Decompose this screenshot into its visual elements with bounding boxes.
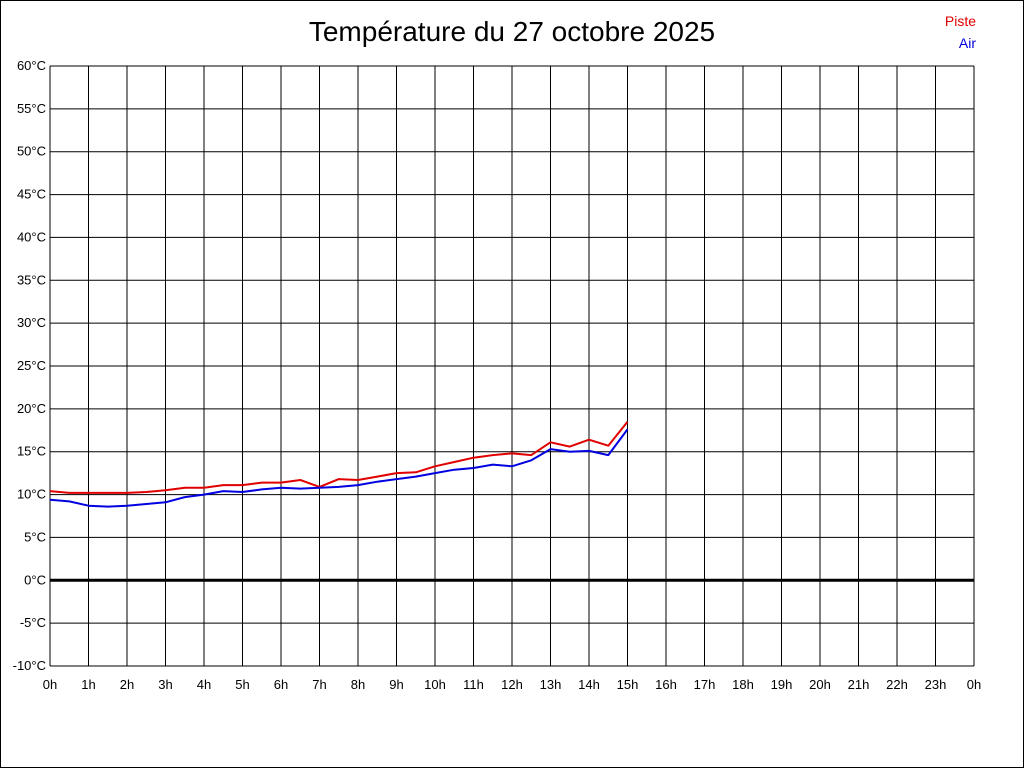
series-line-air bbox=[49, 428, 629, 508]
y-tick-label: 15°C bbox=[17, 444, 46, 459]
x-tick-label: 23h bbox=[925, 677, 947, 692]
x-tick-label: 20h bbox=[809, 677, 831, 692]
x-tick-label: 17h bbox=[694, 677, 716, 692]
tick-labels: -10°C -5°C 0°C 5°C 10°C 15°C 20°C 25°C 30°C 35°C 4… bbox=[13, 58, 982, 692]
legend-air: Air bbox=[958, 35, 976, 51]
x-tick-label: 16h bbox=[655, 677, 677, 692]
x-tick-label: 7h bbox=[312, 677, 326, 692]
x-tick-label: 21h bbox=[848, 677, 870, 692]
y-tick-label: 60°C bbox=[17, 58, 46, 73]
x-tick-label: 2h bbox=[120, 677, 134, 692]
legend-piste: Piste bbox=[944, 13, 976, 29]
x-tick-label: 0h bbox=[43, 677, 57, 692]
x-tick-label: 19h bbox=[771, 677, 793, 692]
y-tick-label: 30°C bbox=[17, 315, 46, 330]
x-tick-label: 6h bbox=[274, 677, 288, 692]
x-tick-label: 22h bbox=[886, 677, 908, 692]
series-lines bbox=[49, 421, 629, 508]
y-tick-label: 25°C bbox=[17, 358, 46, 373]
y-tick-label: 40°C bbox=[17, 229, 46, 244]
y-tick-label: -10°C bbox=[13, 658, 46, 673]
series-line-piste bbox=[49, 421, 629, 494]
y-tick-label: 45°C bbox=[17, 187, 46, 202]
x-tick-label: 10h bbox=[424, 677, 446, 692]
x-tick-label: 4h bbox=[197, 677, 211, 692]
y-tick-label: 35°C bbox=[17, 272, 46, 287]
y-tick-label: 55°C bbox=[17, 101, 46, 116]
chart-title: Température du 27 octobre 2025 bbox=[308, 16, 716, 47]
y-tick-label: -5°C bbox=[20, 615, 46, 630]
x-tick-label: 9h bbox=[389, 677, 403, 692]
x-tick-label: 12h bbox=[501, 677, 523, 692]
x-tick-label: 0h bbox=[967, 677, 981, 692]
x-tick-label: 3h bbox=[158, 677, 172, 692]
x-tick-label: 1h bbox=[81, 677, 95, 692]
x-tick-label: 5h bbox=[235, 677, 249, 692]
x-tick-label: 14h bbox=[578, 677, 600, 692]
y-tick-label: 5°C bbox=[24, 529, 46, 544]
y-tick-label: 50°C bbox=[17, 144, 46, 159]
x-tick-label: 15h bbox=[617, 677, 639, 692]
x-tick-label: 8h bbox=[351, 677, 365, 692]
y-tick-label: 10°C bbox=[17, 487, 46, 502]
x-tick-label: 11h bbox=[463, 677, 484, 692]
y-tick-label: 0°C bbox=[24, 572, 46, 587]
x-tick-label: 13h bbox=[540, 677, 562, 692]
grid-lines bbox=[49, 65, 975, 667]
x-tick-label: 18h bbox=[732, 677, 754, 692]
y-tick-label: 20°C bbox=[17, 401, 46, 416]
